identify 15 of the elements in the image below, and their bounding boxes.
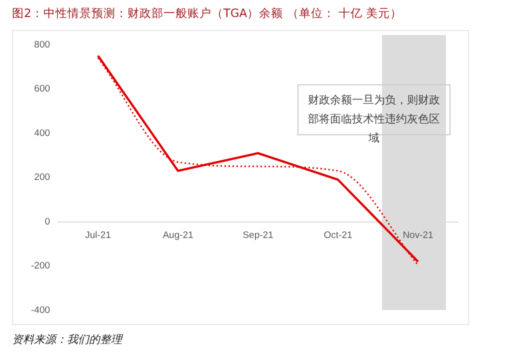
y-tick-label: 0 <box>44 216 50 228</box>
y-tick-label: 400 <box>34 128 50 139</box>
y-tick-label: 800 <box>34 39 50 50</box>
text: 资料来源：我们的整理 <box>12 332 122 347</box>
y-tick-label: -400 <box>31 304 50 316</box>
x-tick-label: Aug-21 <box>162 230 194 242</box>
y-tick-label: 600 <box>34 84 50 95</box>
chart-title: 图2：中性情景预测：财政部一般账户（TGA）余额 （单位： 十亿 美元） <box>12 6 402 21</box>
x-tick-label: Sep-21 <box>242 230 274 242</box>
y-tick-label: 200 <box>34 172 50 184</box>
y-tick-label: -200 <box>31 260 50 272</box>
annotation: 财政余额一旦为负，则财政部将面临技术性违约灰色区域 <box>308 94 440 145</box>
x-tick-label: Oct-21 <box>324 230 352 242</box>
x-tick-label: Jul-21 <box>85 230 111 242</box>
x-tick-label: Nov-21 <box>402 230 434 242</box>
